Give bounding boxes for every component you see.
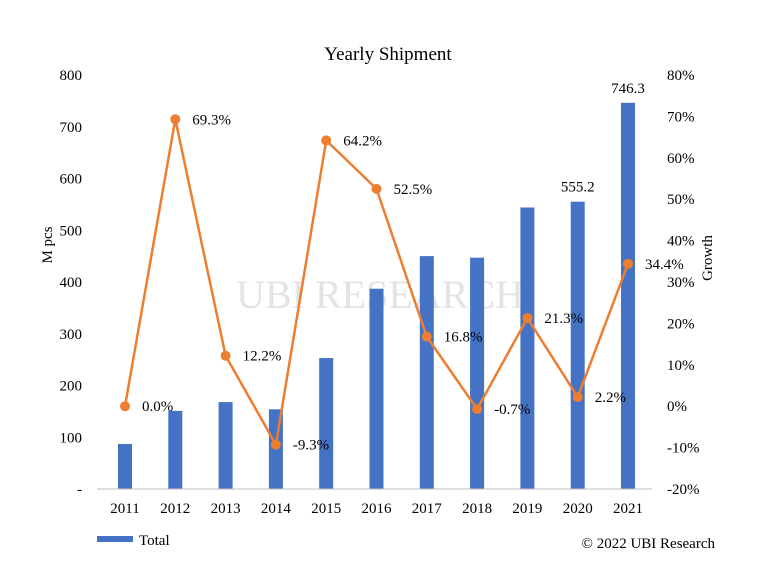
y2-tick-label: -20% bbox=[667, 482, 700, 498]
growth-data-label: -0.7% bbox=[494, 402, 530, 418]
y-tick-label: 400 bbox=[60, 275, 83, 291]
y2-axis-label: Growth bbox=[700, 235, 716, 281]
x-tick-label: 2019 bbox=[512, 501, 542, 517]
y2-tick-label: 70% bbox=[667, 109, 695, 125]
bar-2019 bbox=[520, 207, 535, 490]
y-tick-label: 100 bbox=[60, 430, 83, 446]
y-tick-label: 600 bbox=[60, 172, 83, 188]
y2-tick-label: 0% bbox=[667, 399, 687, 415]
x-tick-label: 2013 bbox=[211, 501, 241, 517]
growth-data-label: 21.3% bbox=[544, 311, 583, 327]
growth-point-2014 bbox=[270, 439, 281, 450]
y-tick-label: 800 bbox=[60, 68, 83, 84]
y2-tick-label: 30% bbox=[667, 275, 695, 291]
x-tick-label: 2012 bbox=[160, 501, 190, 517]
y-tick-label: 200 bbox=[60, 379, 83, 395]
x-tick-label: 2015 bbox=[311, 501, 341, 517]
growth-point-2015 bbox=[321, 135, 332, 146]
x-tick-label: 2014 bbox=[261, 501, 292, 517]
y-tick-label: 300 bbox=[60, 327, 83, 343]
bar-2020 bbox=[570, 201, 585, 489]
bar-data-label: 746.3 bbox=[611, 81, 645, 97]
x-tick-label: 2018 bbox=[462, 501, 492, 517]
growth-point-2020 bbox=[572, 392, 583, 403]
bar-2011 bbox=[118, 443, 132, 489]
bar-2013 bbox=[218, 402, 233, 489]
x-tick-label: 2020 bbox=[563, 501, 593, 517]
growth-data-label: 69.3% bbox=[192, 112, 231, 128]
y-tick-label: 500 bbox=[60, 223, 83, 239]
x-tick-label: 2011 bbox=[110, 501, 139, 517]
bar-2017 bbox=[419, 256, 434, 489]
y2-tick-label: 10% bbox=[667, 358, 695, 374]
copyright-text: © 2022 UBI Research bbox=[582, 536, 716, 552]
growth-point-2018 bbox=[472, 404, 483, 415]
growth-data-label: 12.2% bbox=[243, 349, 282, 365]
x-tick-label: 2021 bbox=[613, 501, 643, 517]
x-tick-label: 2016 bbox=[362, 501, 393, 517]
bar-data-label: 555.2 bbox=[561, 180, 595, 196]
bar-2012 bbox=[168, 410, 183, 489]
y2-tick-label: 20% bbox=[667, 316, 695, 332]
chart-title: Yearly Shipment bbox=[324, 44, 452, 65]
y2-tick-label: 50% bbox=[667, 192, 695, 208]
bar-2016 bbox=[369, 288, 384, 489]
y2-tick-label: 40% bbox=[667, 234, 695, 250]
legend-swatch-total bbox=[97, 536, 133, 542]
y-tick-label: - bbox=[77, 482, 82, 498]
growth-point-2019 bbox=[522, 313, 533, 324]
growth-data-label: 52.5% bbox=[394, 182, 433, 198]
bar-2018 bbox=[470, 257, 485, 489]
bar-2015 bbox=[319, 358, 334, 489]
growth-point-2021 bbox=[623, 258, 633, 269]
growth-data-label: -9.3% bbox=[293, 438, 329, 454]
y-tick-label: 700 bbox=[60, 120, 83, 136]
growth-data-label: 0.0% bbox=[142, 399, 173, 415]
growth-data-label: 64.2% bbox=[343, 133, 382, 149]
y2-tick-label: -10% bbox=[667, 441, 700, 457]
growth-point-2016 bbox=[371, 183, 382, 194]
growth-point-2013 bbox=[220, 350, 231, 361]
growth-point-2017 bbox=[421, 331, 432, 342]
growth-point-2011 bbox=[120, 401, 130, 412]
growth-data-label: 16.8% bbox=[444, 330, 483, 346]
growth-data-label: 34.4% bbox=[645, 257, 684, 273]
growth-data-label: 2.2% bbox=[595, 390, 626, 406]
y2-tick-label: 60% bbox=[667, 151, 695, 167]
bar-2021 bbox=[621, 102, 635, 490]
x-tick-label: 2017 bbox=[412, 501, 443, 517]
growth-point-2012 bbox=[170, 114, 181, 125]
y2-tick-label: 80% bbox=[667, 68, 695, 84]
y-axis-label: M pcs bbox=[40, 226, 56, 263]
legend-label-total: Total bbox=[139, 533, 170, 549]
